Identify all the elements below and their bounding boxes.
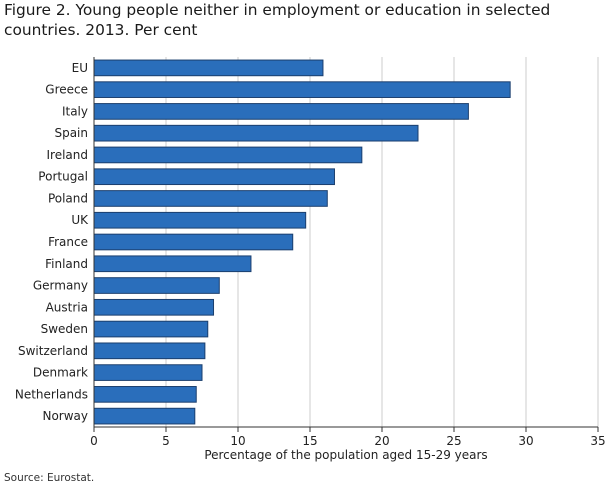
bar-eu [93,59,324,77]
bar-uk [93,211,307,229]
category-labels: EU Greece Italy Spain Ireland Portugal Poland U… [15,61,89,423]
bar-france [93,233,294,251]
bar-poland [93,190,328,207]
bar-chart: EU Greece Italy Spain Ireland Portugal Poland U… [15,57,606,462]
category-label: Portugal [38,170,88,184]
bars [93,59,511,425]
x-tick-label: 20 [374,434,389,448]
x-axis-title: Percentage of the population aged 15-29 … [204,448,487,462]
category-label: Germany [33,279,88,293]
category-label: Austria [46,300,88,314]
bar-switzerland [93,342,206,360]
bar-germany [93,277,220,294]
category-label: EU [72,61,88,75]
category-label: Italy [62,104,88,118]
x-tick-label: 25 [446,434,461,448]
category-label: UK [71,213,89,227]
bar-italy [93,103,469,120]
category-label: Switzerland [18,344,88,358]
bar-netherlands [93,386,197,403]
bar-austria [93,298,215,316]
category-label: Sweden [41,322,88,336]
bar-spain [93,124,419,142]
category-label: Norway [42,409,88,423]
bar-sweden [93,320,209,338]
x-axis: 0 5 10 15 20 25 30 35 [90,57,606,448]
category-label: Spain [54,126,88,140]
bar-denmark [93,364,203,381]
x-tick-label: 35 [590,434,605,448]
bar-norway [93,407,196,425]
source-note: Source: Eurostat. [4,472,95,484]
category-label: Finland [45,257,88,271]
x-tick-label: 0 [90,434,98,448]
x-tick-label: 15 [302,434,317,448]
category-label: Ireland [46,148,88,162]
bar-ireland [93,146,363,164]
x-tick-label: 30 [518,434,533,448]
x-tick-label: 10 [230,434,245,448]
category-label: France [48,235,88,249]
bar-finland [93,255,252,273]
category-label: Poland [48,191,88,205]
category-label: Greece [45,83,88,97]
category-label: Netherlands [15,387,88,401]
x-tick-label: 5 [162,434,170,448]
category-label: Denmark [33,366,88,380]
bar-portugal [93,168,335,186]
bar-greece [93,81,511,98]
chart-title: Figure 2. Young people neither in employ… [4,1,551,39]
